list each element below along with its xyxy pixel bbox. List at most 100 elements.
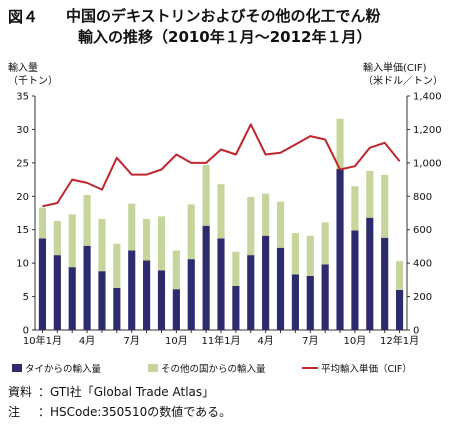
bar-other	[143, 219, 151, 261]
bar-other	[381, 174, 389, 238]
bar-thailand	[172, 289, 180, 330]
bar-other	[351, 186, 359, 231]
x-tick-label: 10月	[165, 335, 188, 347]
right-tick-label: 1,200	[413, 125, 442, 136]
legend-label-other: その他の国からの輸入量	[161, 364, 266, 375]
x-tick-label: 7月	[124, 335, 140, 347]
bar-other	[336, 118, 344, 169]
note-remark-key: 注	[8, 405, 21, 419]
right-tick-label: 800	[413, 192, 432, 203]
right-tick-label: 1,400	[413, 92, 442, 103]
bar-other	[262, 193, 270, 236]
note-source: 資料 ：GTI社「Global Trade Atlas」	[8, 382, 231, 402]
x-tick-label: 4月	[257, 335, 273, 347]
bar-other	[395, 261, 404, 290]
bar-thailand	[143, 260, 151, 330]
bar-other	[128, 203, 136, 251]
x-tick-label: 7月	[302, 335, 318, 347]
left-tick-label: 25	[16, 158, 29, 169]
left-axis-unit: （千トン）	[8, 76, 58, 87]
bar-thailand	[336, 168, 344, 330]
bar-other	[98, 219, 106, 272]
bar-other	[68, 214, 76, 268]
legend-item-thailand: タイからの輸入量	[12, 361, 101, 375]
bar-other	[291, 233, 299, 275]
legend-item-other: その他の国からの輸入量	[148, 361, 266, 375]
bar-thailand	[98, 271, 106, 330]
note-source-text: ：GTI社「Global Trade Atlas」	[38, 385, 215, 399]
legend-label-thailand: タイからの輸入量	[25, 364, 102, 375]
note-remark: 注 ：HSCode:350510の数値である。	[8, 402, 231, 422]
bar-other	[83, 194, 91, 246]
bar-other	[38, 207, 47, 239]
bar-other	[232, 251, 240, 286]
x-tick-label: 12年1月	[380, 334, 419, 347]
bar-thailand	[291, 274, 299, 330]
x-tick-label: 11年1月	[201, 334, 240, 347]
legend-swatch-other	[148, 364, 158, 372]
right-tick-label: 0	[413, 326, 419, 337]
bar-other	[217, 184, 225, 239]
left-tick-label: 5	[23, 292, 29, 303]
legend-swatch-thailand	[12, 364, 22, 372]
figure-label: 図４	[8, 8, 39, 26]
left-tick-label: 30	[16, 125, 29, 136]
bar-thailand	[247, 255, 255, 330]
bar-other	[113, 243, 121, 288]
bar-thailand	[321, 264, 329, 330]
right-tick-label: 1,000	[413, 158, 442, 169]
price-line	[42, 123, 401, 208]
bar-other	[172, 250, 180, 290]
bar-thailand	[157, 270, 166, 330]
bar-other	[157, 216, 166, 271]
bar-thailand	[113, 287, 121, 330]
bar-other	[202, 164, 210, 226]
left-tick-label: 35	[16, 92, 29, 103]
legend-line-price	[302, 367, 318, 369]
left-tick-label: 10	[16, 259, 29, 270]
legend: タイからの輸入量 その他の国からの輸入量 平均輸入単価（CIF）	[8, 361, 448, 375]
right-axis-title: 輸入単価(CIF) （米ドル／トン）	[363, 62, 443, 88]
bar-other	[53, 221, 61, 256]
bar-thailand	[262, 235, 270, 330]
bar-thailand	[187, 259, 195, 330]
left-axis-title-text: 輸入量	[8, 63, 38, 74]
bar-thailand	[351, 230, 359, 330]
x-tick-label: 10年1月	[23, 334, 62, 347]
left-tick-label: 0	[23, 326, 29, 337]
bar-thailand	[68, 267, 76, 330]
bar-thailand	[217, 238, 225, 330]
bar-thailand	[381, 237, 389, 330]
bar-thailand	[53, 255, 61, 330]
chart-title-line1: 中国のデキストリンおよびその他の化工でん粉	[66, 7, 381, 25]
bar-thailand	[306, 275, 314, 330]
legend-label-price: 平均輸入単価（CIF）	[321, 364, 412, 375]
right-tick-label: 400	[413, 259, 432, 270]
x-tick-label: 10月	[344, 335, 367, 347]
left-tick-label: 20	[16, 192, 29, 203]
notes: 資料 ：GTI社「Global Trade Atlas」 注 ：HSCode:3…	[8, 382, 231, 422]
bar-thailand	[395, 289, 404, 330]
right-axis-title-text: 輸入単価(CIF)	[363, 63, 427, 74]
x-tick-label: 4月	[79, 335, 95, 347]
chart-plot: 0 5 10 15 20 25 30 35 0 200 400 600 800 1,000 1,200 1,4…	[16, 92, 442, 348]
bar-other	[187, 204, 195, 260]
bar-thailand	[276, 247, 285, 330]
chart-title-line2: 輸入の推移（2010年１月～2012年１月）	[78, 28, 372, 46]
bar-other	[321, 222, 329, 265]
bar-other	[306, 235, 314, 276]
legend-item-price: 平均輸入単価（CIF）	[302, 361, 412, 375]
bar-thailand	[38, 238, 47, 330]
bar-other	[276, 201, 285, 248]
left-axis-title: 輸入量 （千トン）	[8, 62, 58, 88]
right-tick-label: 600	[413, 225, 432, 236]
right-axis-unit: （米ドル／トン）	[363, 76, 443, 87]
note-remark-text: ：HSCode:350510の数値である。	[38, 405, 232, 419]
left-tick-label: 15	[16, 225, 29, 236]
note-source-key: 資料	[8, 385, 33, 399]
bar-thailand	[366, 217, 374, 330]
bar-other	[247, 196, 255, 256]
right-tick-label: 200	[413, 292, 432, 303]
bar-thailand	[83, 245, 91, 330]
bar-thailand	[128, 250, 136, 330]
